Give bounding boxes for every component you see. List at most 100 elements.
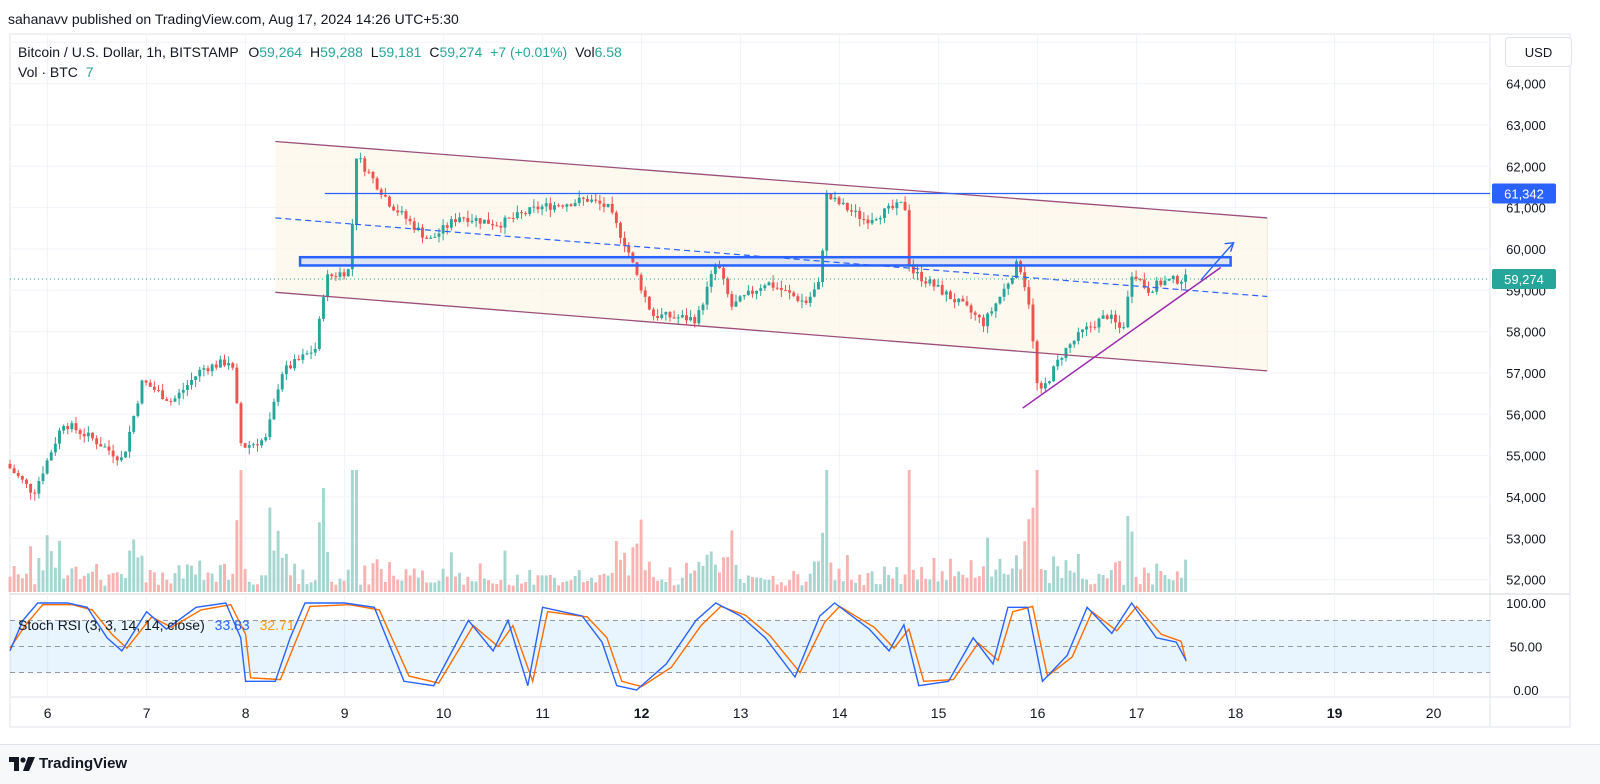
volume-bar — [726, 557, 730, 592]
volume-bar — [441, 568, 445, 592]
volume-bar — [1142, 567, 1146, 592]
candle-body — [53, 443, 57, 453]
candle-body — [313, 348, 317, 353]
candle-body — [231, 363, 235, 368]
volume-bar — [796, 574, 800, 592]
time-tick-label: 18 — [1228, 705, 1244, 721]
high-label: H — [309, 44, 321, 60]
candle-body — [1171, 276, 1175, 279]
volume-bar — [1085, 579, 1089, 592]
volume-bar — [322, 488, 325, 592]
volume-bar — [400, 580, 404, 592]
candle-body — [227, 363, 231, 366]
volume-bar — [573, 575, 577, 592]
channel-upper-line — [275, 140, 1268, 219]
volume-bar — [561, 582, 565, 592]
candle-body — [969, 305, 973, 313]
volume-bar — [25, 573, 28, 592]
volume-bar — [86, 573, 90, 592]
candle-body — [800, 300, 804, 302]
volume-bar — [132, 539, 136, 592]
volume-bar — [95, 563, 99, 592]
candle-body — [775, 287, 779, 289]
channel-lower-line — [275, 291, 1268, 372]
volume-bar — [1010, 568, 1014, 592]
volume-bar — [495, 584, 499, 592]
volume-bar — [784, 585, 787, 592]
volume-bar — [499, 579, 503, 592]
candle-body — [243, 443, 247, 448]
volume-bar — [297, 584, 301, 592]
stoch-rsi-d-value: 32.71 — [259, 617, 295, 633]
candle-body — [1130, 276, 1134, 297]
volume-bar — [412, 568, 416, 592]
volume-bar — [965, 577, 969, 592]
volume-bar — [511, 585, 515, 592]
volume-bar — [949, 558, 952, 592]
volume-bar — [977, 576, 981, 592]
volume-bar — [454, 576, 457, 592]
candle-body — [1019, 261, 1023, 273]
candle-body — [982, 317, 985, 327]
volume-bar — [334, 584, 338, 592]
currency-button[interactable]: USD — [1505, 37, 1572, 67]
candle-body — [899, 201, 903, 203]
candle-body — [111, 450, 115, 457]
candle-body — [652, 309, 655, 317]
candle-body — [1085, 326, 1089, 330]
symbol-title[interactable]: Bitcoin / U.S. Dollar, 1h, BITSTAMP — [18, 44, 239, 60]
candle-body — [276, 389, 280, 402]
volume-bar — [800, 585, 804, 592]
candle-body — [1060, 358, 1064, 360]
candle-body — [239, 403, 243, 444]
volume-bar — [346, 569, 350, 592]
volume-bar — [491, 583, 495, 592]
candle-body — [949, 291, 952, 300]
volume-bar — [532, 584, 536, 592]
stoch-rsi-k-value: 33.83 — [214, 617, 250, 633]
candle-body — [986, 313, 990, 327]
candle-body — [412, 221, 416, 230]
candle-body — [639, 274, 643, 291]
stoch-rsi-legend[interactable]: Stoch RSI (3, 3, 14, 14, close) 33.83 32… — [18, 617, 295, 633]
volume-bar — [709, 551, 713, 592]
volume-bar — [928, 579, 932, 592]
candle-body — [689, 317, 693, 321]
candle-body — [437, 233, 441, 237]
volume-bar — [577, 570, 581, 592]
price-tick-label: 55,000 — [1506, 449, 1546, 464]
candle-body — [817, 281, 820, 290]
candle-body — [734, 301, 738, 307]
time-tick-label: 19 — [1327, 705, 1343, 721]
volume-bar — [586, 581, 589, 592]
volume-study-label[interactable]: Vol · BTC — [18, 64, 78, 80]
volume-bar — [1155, 563, 1159, 592]
candle-body — [470, 220, 474, 223]
tradingview-logo[interactable]: TradingView — [9, 755, 127, 772]
candle-body — [1105, 315, 1109, 319]
price-tick-label: 57,000 — [1506, 366, 1546, 381]
volume-bar — [1109, 570, 1113, 592]
candle-body — [1056, 359, 1060, 367]
volume-bar — [569, 580, 573, 592]
volume-bar — [429, 582, 433, 592]
chart-canvas[interactable]: 52,000 53,000 54,000 55,000 56,000 57,000 58,0… — [0, 0, 1600, 744]
stoch-rsi-d-line — [9, 603, 1187, 688]
candle-body — [462, 217, 466, 219]
candle-body — [210, 364, 214, 372]
candle-body — [907, 210, 911, 266]
volume-bar — [1043, 570, 1047, 592]
volume-bar — [165, 579, 169, 592]
volume-bar — [759, 577, 763, 592]
candle-body — [812, 289, 816, 297]
volume-bar — [656, 580, 660, 592]
candle-body — [883, 208, 886, 219]
volume-bar — [470, 581, 474, 592]
candle-body — [16, 472, 20, 476]
volume-bar — [107, 574, 111, 592]
candle-body — [326, 274, 330, 298]
volume-bar — [635, 543, 639, 592]
volume-bar — [817, 561, 820, 592]
volume-bar — [845, 555, 849, 592]
volume-bar — [235, 520, 239, 592]
